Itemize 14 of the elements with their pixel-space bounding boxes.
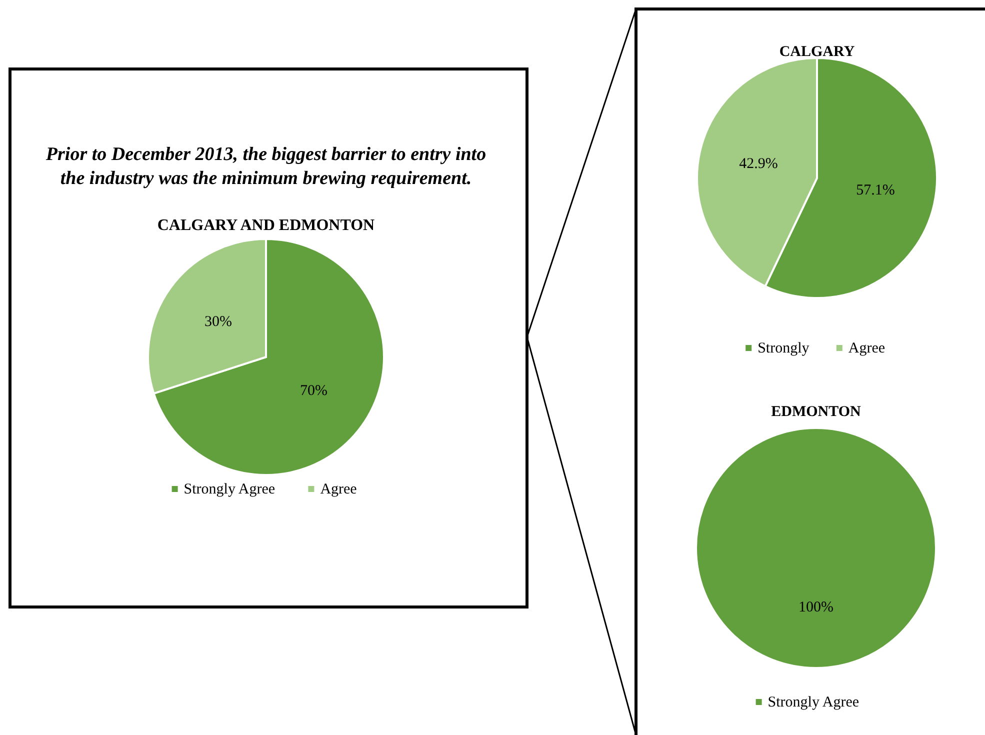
data-label: 100% — [798, 599, 834, 616]
legend-label: Strongly Agree — [768, 694, 860, 710]
legend-label: Strongly Agree — [184, 481, 276, 498]
data-label: 70% — [300, 383, 328, 400]
data-label: 42.9% — [739, 156, 778, 172]
data-label: 30% — [204, 314, 232, 330]
legend-label: Agree — [320, 481, 358, 498]
chart-title: EDMONTON — [771, 404, 862, 420]
chart-title: Prior to December 2013, the biggest barrier to entry into the industry was the minimum brewing requirement. — [44, 144, 486, 189]
data-label: 57.1% — [856, 182, 895, 199]
legend-label: Agree — [848, 340, 886, 356]
chart-subtitle: CALGARY AND EDMONTON — [157, 217, 376, 234]
legend-label: Strongly — [758, 340, 810, 356]
chart-title: CALGARY — [779, 44, 855, 60]
